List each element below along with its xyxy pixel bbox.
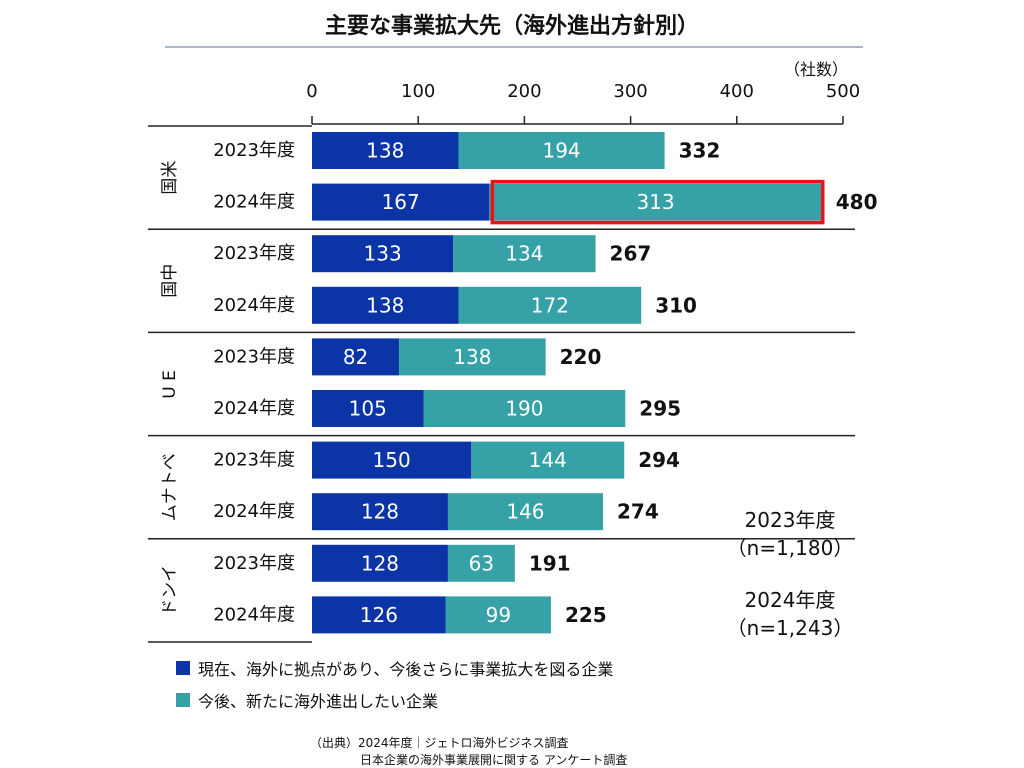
group-label-1-char-1: 国: [160, 281, 180, 298]
total-label-1-0: 267: [610, 242, 652, 266]
x-tick-label-200: 200: [507, 81, 541, 102]
total-label-4-1: 225: [565, 603, 607, 627]
row-year-label-2-1: 2024年度: [213, 398, 295, 419]
bar-a-3-1: [312, 493, 448, 531]
x-tick-label-100: 100: [401, 81, 435, 102]
bar-a-4-1: [312, 596, 446, 634]
bar-a-label-1-0: 133: [364, 242, 402, 266]
bar-b-0-1: [489, 183, 822, 221]
row-year-label-0-0: 2023年度: [213, 140, 295, 161]
group-label-1-char-0: 中: [160, 264, 180, 281]
sample-size-2024-year: 2024年度: [744, 588, 836, 612]
bar-b-3-1: [447, 493, 603, 531]
bar-b-label-3-1: 146: [506, 500, 544, 524]
unit-label: （社数）: [784, 60, 848, 79]
x-tick-label-500: 500: [826, 81, 860, 102]
sample-size-2023-n: （n=1,180）: [726, 536, 854, 560]
bar-b-label-1-1: 172: [531, 293, 569, 317]
sample-size-2023-year: 2023年度: [744, 508, 836, 532]
row-year-label-1-1: 2024年度: [213, 295, 295, 316]
bar-b-label-4-1: 99: [486, 603, 511, 627]
legend-item-series-b: 今後、新たに海外進出したい企業: [176, 688, 438, 712]
group-label-0-char-0: 米: [160, 161, 180, 178]
source-line-2: 日本企業の海外事業展開に関する アンケート調査: [360, 753, 628, 767]
bar-b-label-0-0: 194: [542, 139, 580, 163]
bar-b-2-0: [399, 338, 546, 376]
row-year-label-1-0: 2023年度: [213, 243, 295, 264]
row-year-label-3-1: 2024年度: [213, 501, 295, 522]
bar-b-3-0: [471, 441, 625, 479]
row-year-label-0-1: 2024年度: [213, 192, 295, 213]
bar-a-label-2-0: 82: [343, 345, 368, 369]
group-label-4-char-0: イ: [160, 565, 180, 582]
bar-b-label-4-0: 63: [469, 551, 494, 575]
legend-swatch-series-a: [176, 661, 190, 675]
group-label-4-char-2: ド: [160, 599, 180, 616]
bar-a-label-0-1: 167: [382, 190, 420, 214]
total-label-2-0: 220: [560, 345, 602, 369]
bar-a-1-0: [312, 235, 454, 273]
bar-a-3-0: [312, 441, 472, 479]
bar-b-label-3-0: 144: [529, 448, 567, 472]
bar-a-label-4-0: 128: [361, 551, 399, 575]
bar-a-0-1: [312, 183, 490, 221]
group-label-0-char-1: 国: [160, 178, 180, 195]
sample-size-2024-n: （n=1,243）: [726, 616, 854, 640]
bar-b-label-0-1: 313: [636, 190, 674, 214]
bar-b-label-2-1: 190: [505, 397, 543, 421]
total-label-4-0: 191: [529, 551, 571, 575]
bar-a-label-3-1: 128: [361, 500, 399, 524]
bar-b-1-0: [453, 235, 596, 273]
bar-b-2-1: [423, 390, 626, 427]
total-label-0-1: 480: [836, 190, 878, 214]
group-label-3-char-1: ト: [160, 470, 180, 487]
bar-b-1-1: [458, 286, 642, 324]
group-label-3-char-0: ベ: [160, 453, 180, 470]
bar-a-0-0: [312, 132, 459, 169]
legend-label-series-b: 今後、新たに海外進出したい企業: [198, 692, 439, 711]
bar-a-label-4-1: 126: [360, 603, 398, 627]
x-tick-label-300: 300: [613, 81, 647, 102]
legend-swatch-series-b: [176, 693, 190, 707]
bar-b-4-1: [445, 596, 551, 634]
bar-b-4-0: [447, 544, 515, 582]
x-tick-label-400: 400: [720, 81, 754, 102]
bar-b-0-0: [458, 132, 665, 169]
row-year-label-3-0: 2023年度: [213, 450, 295, 471]
sample-size-2024: 2024年度 （n=1,243）: [715, 586, 865, 642]
title-underline: [165, 46, 863, 48]
row-year-label-4-1: 2024年度: [213, 604, 295, 625]
total-label-1-1: 310: [655, 293, 697, 317]
group-label-2-char-1: U: [160, 386, 180, 398]
bar-b-label-1-0: 134: [505, 242, 543, 266]
group-label-2-char-0: E: [160, 370, 180, 381]
total-label-3-1: 274: [617, 500, 659, 524]
group-label-3-char-2: ナ: [160, 487, 180, 504]
bar-a-2-1: [312, 390, 424, 427]
legend-item-series-a: 現在、海外に拠点があり、今後さらに事業拡大を図る企業: [176, 656, 613, 680]
group-label-4-char-1: ン: [160, 582, 180, 599]
bar-a-label-3-0: 150: [373, 448, 411, 472]
total-label-2-1: 295: [639, 397, 681, 421]
highlight-box-0-1: [490, 179, 825, 225]
bar-a-2-0: [312, 338, 400, 376]
bar-b-label-2-0: 138: [453, 345, 491, 369]
bar-a-label-1-1: 138: [366, 293, 404, 317]
chart-title: 主要な事業拡大先（海外進出方針別）: [324, 14, 699, 39]
x-tick-label-0: 0: [306, 81, 317, 102]
row-year-label-2-0: 2023年度: [213, 346, 295, 367]
bar-a-4-0: [312, 544, 448, 582]
sample-size-2023: 2023年度 （n=1,180）: [715, 506, 865, 562]
source-line-1: （出典）2024年度｜ジェトロ海外ビジネス調査: [310, 736, 569, 750]
total-label-0-0: 332: [679, 139, 721, 163]
total-label-3-0: 294: [638, 448, 680, 472]
bar-a-label-2-1: 105: [349, 397, 387, 421]
group-label-3-char-3: ム: [160, 504, 180, 521]
bar-a-label-0-0: 138: [366, 139, 404, 163]
legend-label-series-a: 現在、海外に拠点があり、今後さらに事業拡大を図る企業: [198, 660, 614, 679]
row-year-label-4-0: 2023年度: [213, 553, 295, 574]
bar-a-1-1: [312, 286, 459, 324]
